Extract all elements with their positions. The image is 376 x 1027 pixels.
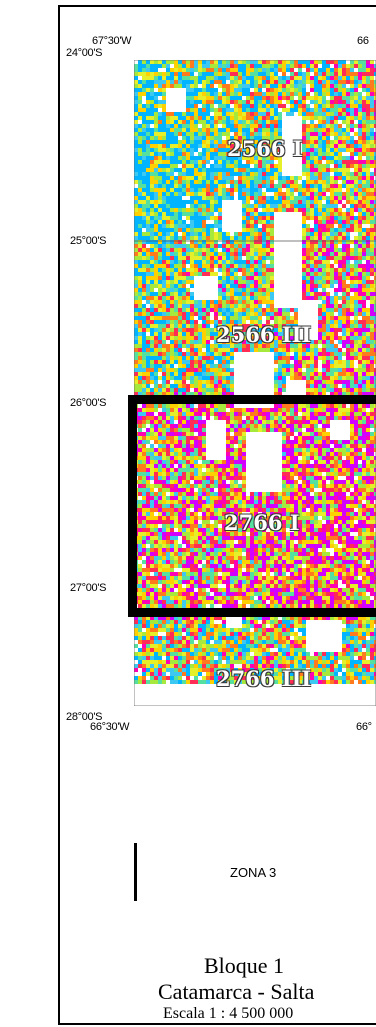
lat-label-25: 25°00'S [70,235,107,247]
lat-label-26: 26°00'S [70,397,107,409]
scale-text: Escala 1 : 4 500 000 [163,1005,294,1022]
lat-label-24: 24°00'S [66,47,103,59]
lat-label-28: 28°00'S [66,711,103,723]
lon-label-top-left: 67°30'W [92,35,132,47]
hoja-label-2766-III: 2766 III [216,666,312,691]
hoja-label-2766-I: 2766 I [224,510,300,535]
block-title: Bloque 1 [204,953,285,978]
zona-label: ZONA 3 [230,865,277,880]
region-title: Catamarca - Salta [158,979,315,1004]
lon-label-bottom-left: 66°30'W [90,721,130,733]
map-frame [58,5,376,1025]
zona-legend-bar [134,843,137,901]
lat-label-27: 27°00'S [70,582,107,594]
hoja-label-2566-I: 2566 I [227,136,303,161]
zona-3-highlight-box [128,395,376,617]
lon-label-top-right: 66 [357,35,369,47]
lon-label-bottom-right: 66° [356,721,372,733]
satellite-raster-map [134,60,376,706]
hoja-label-2566-III: 2566 III [216,322,312,347]
raster-svg [134,60,376,706]
